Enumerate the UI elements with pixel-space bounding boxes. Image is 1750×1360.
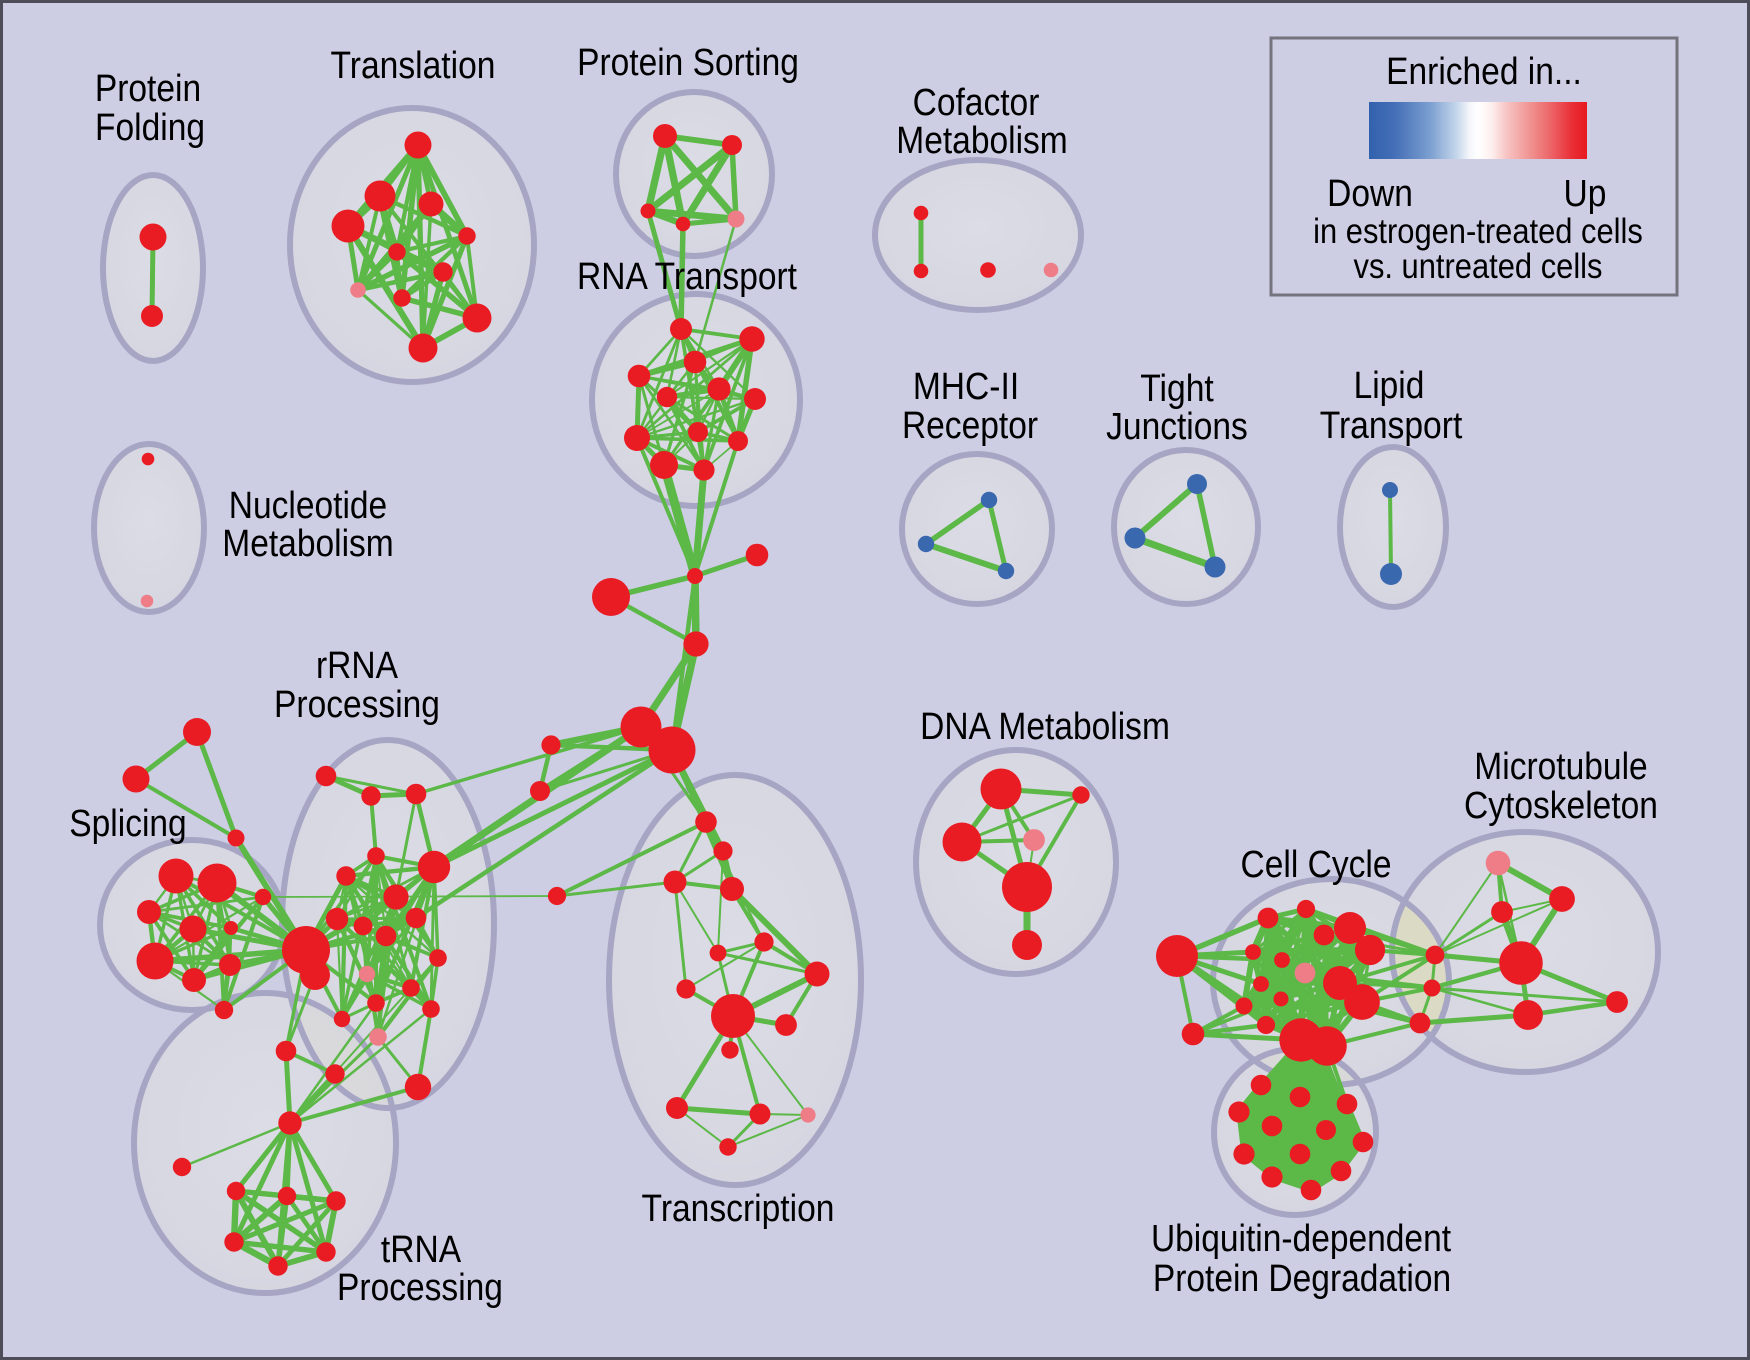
svg-text:Enriched in...: Enriched in... — [1386, 51, 1582, 93]
svg-text:Tight: Tight — [1140, 368, 1214, 410]
svg-text:Metabolism: Metabolism — [222, 523, 394, 565]
svg-text:Splicing: Splicing — [69, 803, 186, 845]
svg-text:Protein Sorting: Protein Sorting — [577, 42, 799, 84]
svg-text:MHC-II: MHC-II — [913, 366, 1019, 408]
svg-text:in estrogen-treated cells: in estrogen-treated cells — [1313, 212, 1643, 251]
svg-text:Folding: Folding — [95, 107, 205, 149]
svg-text:Nucleotide: Nucleotide — [229, 485, 387, 527]
svg-text:DNA Metabolism: DNA Metabolism — [920, 706, 1170, 748]
svg-text:Cofactor: Cofactor — [913, 82, 1040, 124]
svg-text:Processing: Processing — [274, 684, 440, 726]
svg-text:rRNA: rRNA — [316, 645, 399, 687]
svg-text:Processing: Processing — [337, 1267, 503, 1309]
svg-text:Lipid: Lipid — [1354, 365, 1425, 407]
svg-text:Protein: Protein — [95, 68, 201, 110]
svg-text:Microtubule: Microtubule — [1474, 746, 1647, 788]
svg-text:Ubiquitin-dependent: Ubiquitin-dependent — [1151, 1218, 1451, 1260]
svg-text:vs. untreated cells: vs. untreated cells — [1354, 247, 1603, 286]
svg-text:Translation: Translation — [331, 45, 496, 87]
svg-text:Transport: Transport — [1320, 405, 1463, 447]
svg-text:Cytoskeleton: Cytoskeleton — [1464, 785, 1658, 827]
svg-text:Receptor: Receptor — [902, 405, 1038, 447]
svg-text:Protein Degradation: Protein Degradation — [1153, 1258, 1451, 1300]
svg-text:Metabolism: Metabolism — [896, 120, 1068, 162]
svg-text:RNA Transport: RNA Transport — [577, 256, 797, 298]
svg-text:Cell Cycle: Cell Cycle — [1241, 844, 1392, 886]
svg-text:tRNA: tRNA — [381, 1229, 462, 1271]
svg-text:Transcription: Transcription — [642, 1188, 835, 1230]
svg-text:Down: Down — [1327, 173, 1413, 215]
svg-text:Up: Up — [1564, 173, 1607, 215]
svg-text:Junctions: Junctions — [1106, 406, 1248, 448]
